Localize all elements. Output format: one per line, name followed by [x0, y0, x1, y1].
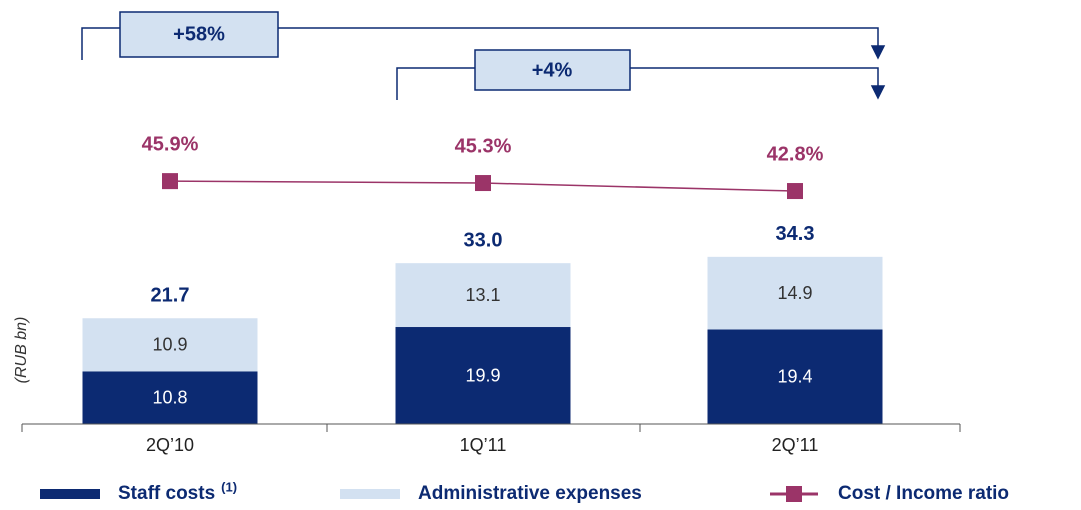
- legend-label: Staff costs: [118, 483, 215, 504]
- x-tick-label: 1Q’11: [460, 435, 507, 455]
- arrow-head: [870, 45, 886, 60]
- total-label: 21.7: [151, 285, 190, 307]
- ratio-label: 42.8%: [767, 143, 824, 165]
- legend-footnote: (1): [221, 479, 237, 494]
- data-label: 19.4: [777, 366, 812, 386]
- data-label: 13.1: [465, 285, 500, 305]
- data-label: 10.8: [152, 387, 187, 407]
- annotation: +4%: [532, 59, 573, 81]
- ratio-label: 45.9%: [142, 133, 199, 155]
- ratio-label: 45.3%: [455, 135, 512, 157]
- x-tick-label: 2Q’10: [146, 435, 194, 455]
- arrow-head: [870, 85, 886, 100]
- bar: [707, 329, 883, 424]
- ratio-marker: [475, 175, 491, 192]
- y-axis-label: (RUB bn): [13, 317, 30, 384]
- ratio-marker: [162, 173, 178, 190]
- bracket-line: [81, 27, 120, 60]
- legend-swatch: [786, 486, 802, 502]
- annotation-box: [474, 49, 631, 91]
- data-label: 19.9: [465, 365, 500, 385]
- growth-brackets: [81, 11, 886, 100]
- bar: [395, 327, 571, 424]
- legend-swatch: [340, 489, 400, 499]
- annotation-box: [119, 11, 279, 58]
- ratio-marker: [787, 183, 803, 200]
- x-tick-label: 2Q’11: [772, 435, 819, 455]
- bar: [82, 371, 258, 424]
- total-label: 34.3: [776, 223, 815, 245]
- legend-label: Cost / Income ratio: [838, 483, 1009, 504]
- bar: [395, 263, 571, 328]
- legend-label: Administrative expenses: [418, 483, 642, 504]
- annotation: +58%: [173, 23, 225, 45]
- data-label: 14.9: [777, 283, 812, 303]
- bracket-line: [630, 67, 879, 88]
- legend-swatch: [40, 489, 100, 499]
- bar: [82, 318, 258, 372]
- data-label: 10.9: [152, 335, 187, 355]
- bar: [707, 256, 883, 330]
- bracket-line: [278, 27, 879, 50]
- total-label: 33.0: [464, 229, 503, 251]
- bracket-line: [396, 67, 475, 100]
